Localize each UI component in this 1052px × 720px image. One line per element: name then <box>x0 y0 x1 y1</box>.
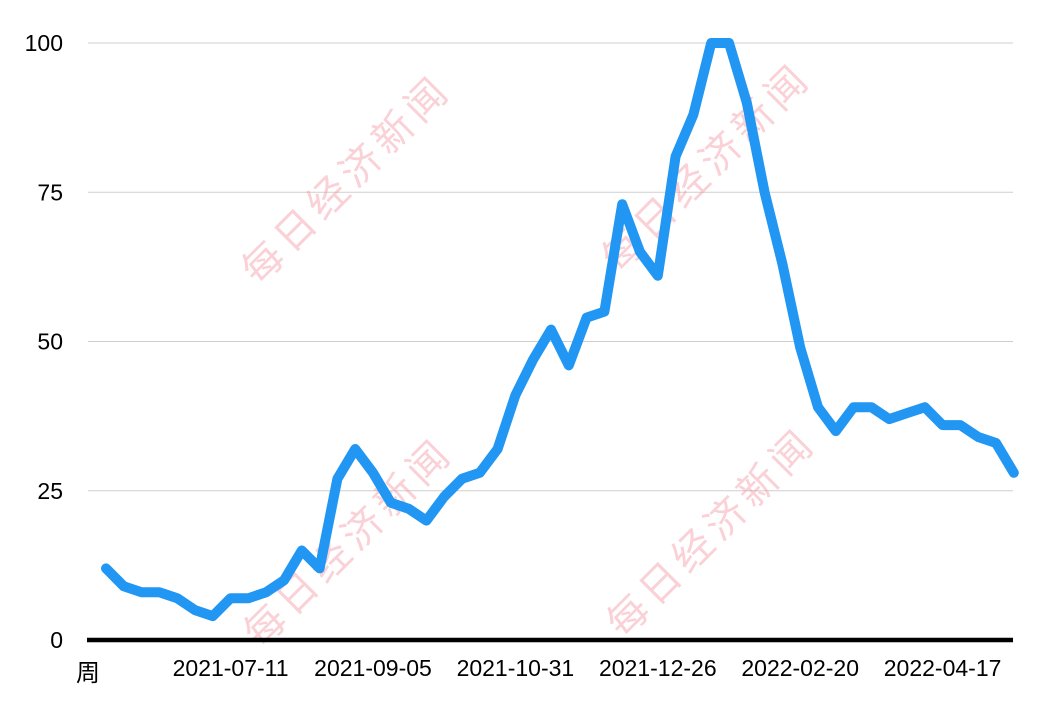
y-axis-tick-label: 100 <box>25 30 63 56</box>
y-axis-tick-label: 50 <box>37 329 63 355</box>
y-axis-tick-label: 25 <box>37 478 63 504</box>
series-line <box>101 38 1019 622</box>
x-axis-title: 周 <box>76 660 100 687</box>
x-axis-tick-label: 2021-10-31 <box>457 655 575 681</box>
x-axis-tick-label: 2022-04-17 <box>884 655 1002 681</box>
y-axis-tick-label: 0 <box>50 627 63 653</box>
x-axis-tick-label: 2021-09-05 <box>314 655 432 681</box>
watermark-text: 每日经济新闻 <box>234 67 460 293</box>
watermark-text: 每日经济新闻 <box>594 55 820 281</box>
x-axis-tick-label: 2021-07-11 <box>173 655 289 681</box>
x-axis-tick-label: 2022-02-20 <box>741 655 859 681</box>
x-axis-tick-label: 2021-12-26 <box>599 655 717 681</box>
y-axis-tick-label: 75 <box>37 179 63 205</box>
watermark-text: 每日经济新闻 <box>599 420 825 646</box>
